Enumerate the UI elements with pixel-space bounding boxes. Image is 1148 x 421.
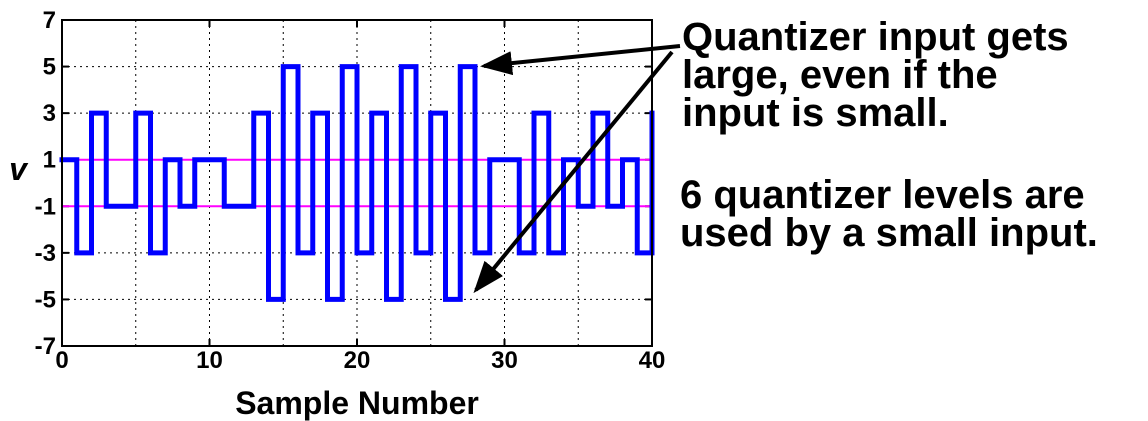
annotation-quantizer-levels: 6 quantizer levels are used by a small i… — [680, 173, 1098, 255]
annotation-large-input: Quantizer input gets large, even if the … — [682, 15, 1069, 135]
x-axis-title: Sample Number — [235, 385, 479, 421]
annotation-arrow-lower — [473, 50, 674, 294]
y-tick-label: 7 — [43, 7, 56, 34]
x-tick-label: 10 — [196, 347, 223, 374]
series-layer — [59, 64, 655, 302]
y-tick-label: 1 — [43, 147, 56, 174]
plot-frame — [61, 19, 653, 347]
x-tick-label: 20 — [344, 347, 371, 374]
y-tick-label: 5 — [43, 54, 56, 81]
series-line — [59, 64, 655, 302]
annotation-arrow-upper — [480, 44, 681, 76]
y-axis-title: v — [9, 151, 29, 187]
x-tick-label: 0 — [55, 347, 68, 374]
tick-labels: 0 10 20 30 40 -7 -5 -3 -1 1 3 5 7 — [35, 7, 666, 374]
y-tick-label: 3 — [43, 100, 56, 127]
x-tick-label: 40 — [639, 347, 666, 374]
y-tick-label: -7 — [35, 333, 56, 360]
y-tick-label: -5 — [35, 286, 56, 313]
y-tick-label: -3 — [35, 240, 56, 267]
y-tick-label: -1 — [35, 193, 56, 220]
x-tick-label: 30 — [491, 347, 518, 374]
